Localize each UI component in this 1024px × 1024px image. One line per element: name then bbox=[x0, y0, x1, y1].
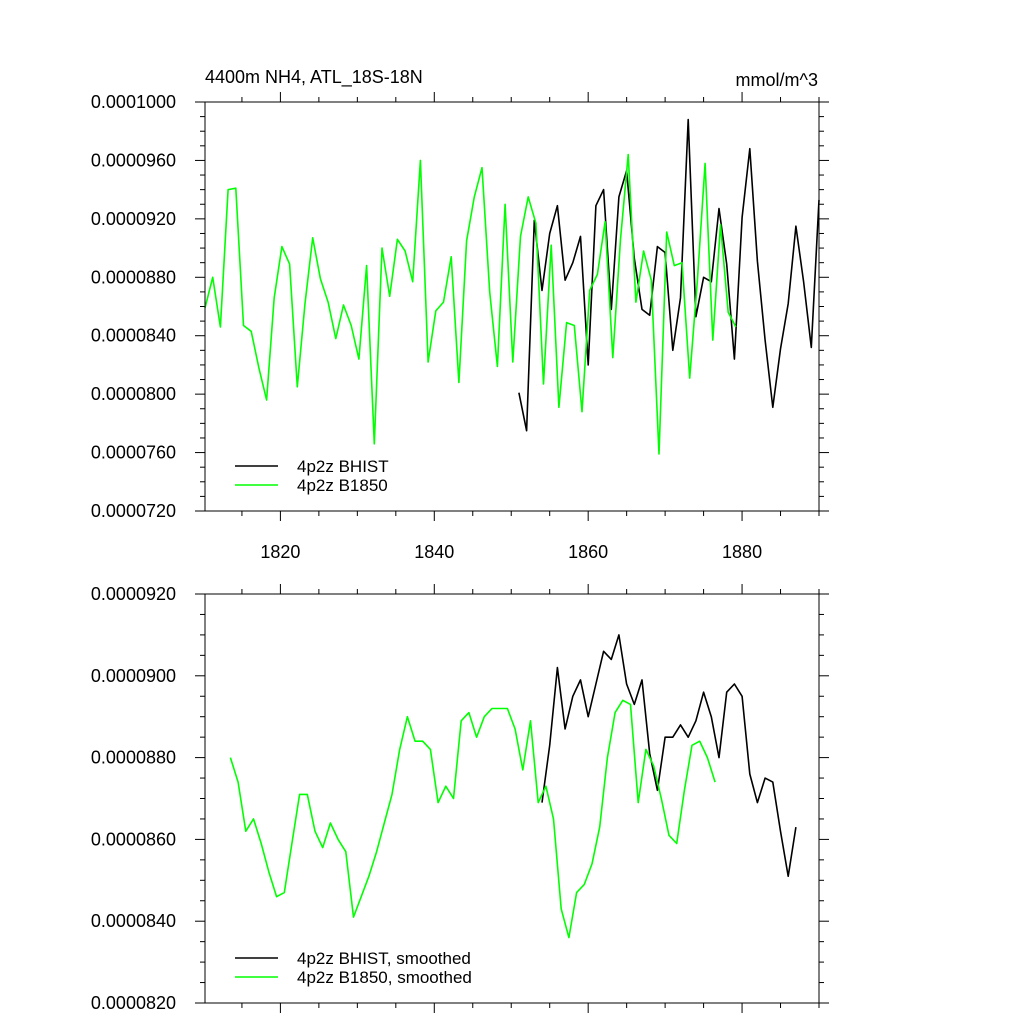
top-panel-frame bbox=[204, 101, 820, 512]
top-series-line-b1850 bbox=[204, 153, 737, 455]
top-x-tick-label: 1820 bbox=[260, 542, 300, 562]
bottom-y-tick-label: 0.0000860 bbox=[91, 829, 176, 849]
bottom-panel-frame bbox=[204, 593, 820, 1004]
bottom-y-tick-label: 0.0000820 bbox=[91, 993, 176, 1013]
top-legend-label: 4p2z BHIST bbox=[297, 457, 389, 476]
top-y-tick-label: 0.0000960 bbox=[91, 150, 176, 170]
top-series-line-bhist bbox=[518, 118, 820, 432]
top-x-tick-label: 1860 bbox=[568, 542, 608, 562]
top-panel: 4400m NH4, ATL_18S-18N mmol/m^3 0.000072… bbox=[91, 67, 829, 562]
top-y-tick-label: 0.0000720 bbox=[91, 501, 176, 521]
top-y-tick-label: 0.0000920 bbox=[91, 209, 176, 229]
top-y-tick-label: 0.0000880 bbox=[91, 267, 176, 287]
top-panel-title: 4400m NH4, ATL_18S-18N bbox=[205, 67, 423, 88]
top-x-tick-label: 1880 bbox=[722, 542, 762, 562]
bottom-y-tick-label: 0.0000900 bbox=[91, 666, 176, 686]
bottom-series-line-b1850 bbox=[229, 699, 716, 939]
top-y-tick-label: 0.0000800 bbox=[91, 384, 176, 404]
bottom-panel: 0.0000820 0.0000840 0.0000860 0.0000880 0.00… bbox=[91, 584, 829, 1013]
top-y-tick-label: 0.0000760 bbox=[91, 443, 176, 463]
top-y-tick-label: 0.0001000 bbox=[91, 92, 176, 112]
bottom-legend-label: 4p2z B1850, smoothed bbox=[297, 968, 472, 987]
bottom-y-tick-label: 0.0000880 bbox=[91, 748, 176, 768]
bottom-y-tick-label: 0.0000920 bbox=[91, 584, 176, 604]
top-y-tick-label: 0.0000840 bbox=[91, 326, 176, 346]
bottom-series-line-bhist bbox=[541, 634, 797, 878]
top-x-tick-label: 1840 bbox=[414, 542, 454, 562]
bottom-y-tick-label: 0.0000840 bbox=[91, 911, 176, 931]
top-panel-units: mmol/m^3 bbox=[736, 70, 818, 90]
bottom-legend-label: 4p2z BHIST, smoothed bbox=[297, 949, 471, 968]
top-legend-label: 4p2z B1850 bbox=[297, 476, 388, 495]
